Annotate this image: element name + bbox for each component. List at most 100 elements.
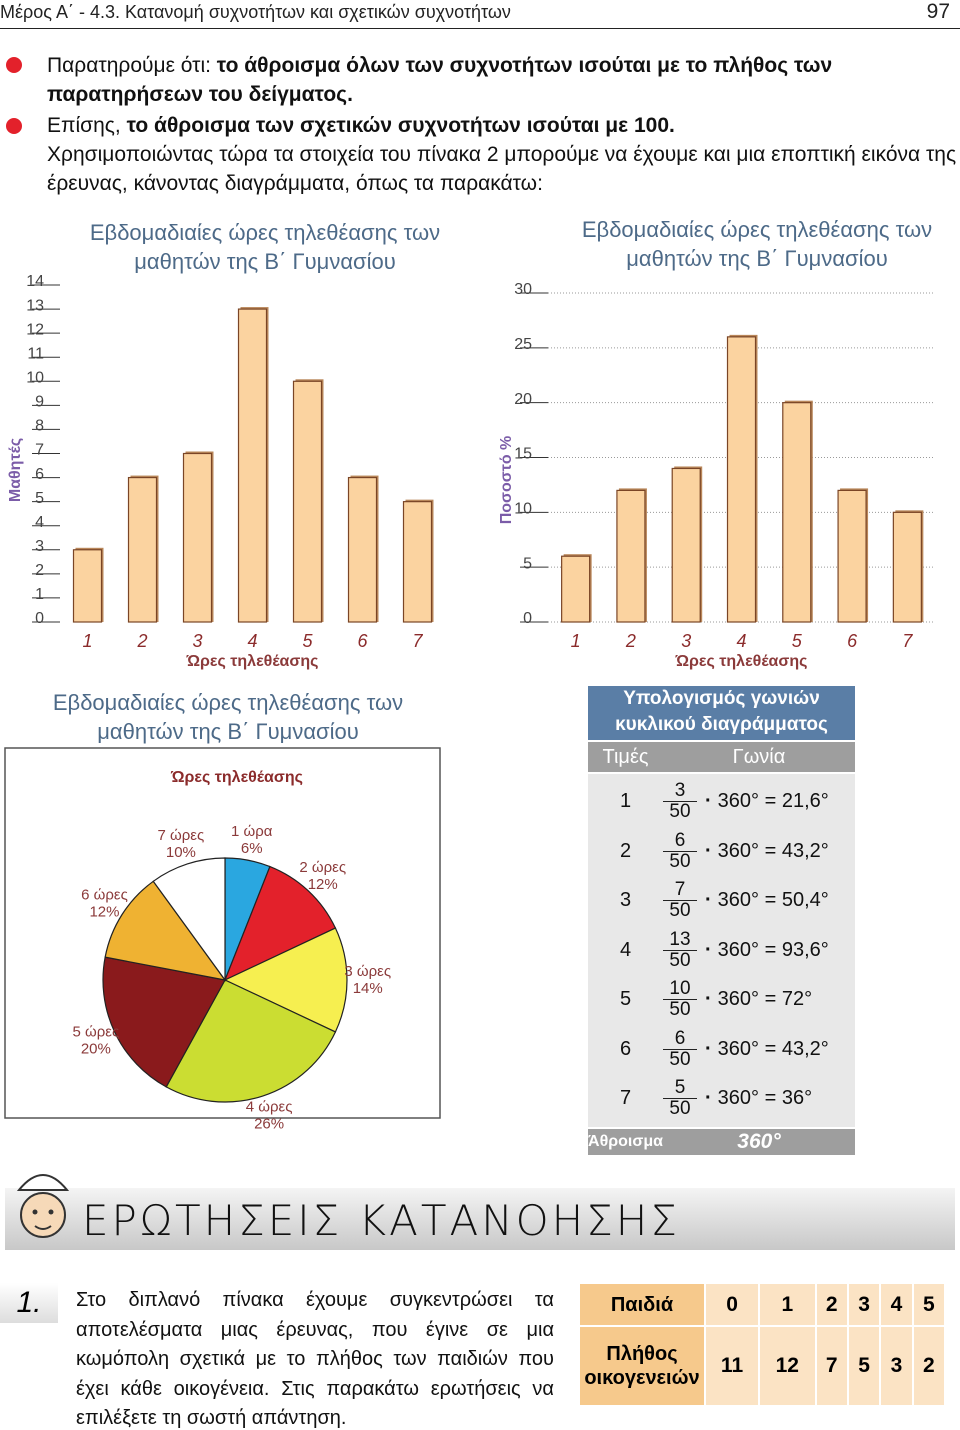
row-result: 360° = 43,2° (717, 1037, 829, 1060)
note-bold: το άθροισμα όλων των συχνοτήτων ισούται … (47, 54, 833, 106)
angle-row: 2 6 50 · 360° = 43,2° (588, 827, 855, 877)
cell: 11 (703, 1325, 761, 1407)
fraction: 10 50 (663, 979, 697, 1020)
note-bold: το άθροισμα των σχετικών συχνοτήτων ισού… (126, 114, 675, 137)
angle-table-header: Τιμές Γωνία (588, 742, 855, 772)
x-tick-label: 7 (902, 631, 913, 651)
angle-table-footer: Άθροισμα 360° (588, 1128, 855, 1155)
cell: 5 (846, 1325, 882, 1407)
y-tick-label: 0 (35, 610, 44, 627)
cell: 7 (814, 1325, 849, 1407)
numerator: 6 (663, 830, 697, 852)
fraction: 3 50 (663, 781, 697, 822)
x-tick-label: 1 (571, 631, 581, 651)
families-table: Παιδιά 0 1 2 3 4 5 Πλήθος οικογενειών 11 12 7 5 3 2 (578, 1281, 947, 1407)
slice-value: 26% (254, 1116, 284, 1133)
x-axis-label: Ώρες τηλεθέασης (186, 653, 319, 670)
cell: 2 (911, 1325, 947, 1407)
bar (72, 549, 103, 623)
bar (782, 402, 812, 623)
angle-row: 7 5 50 · 360° = 36° (588, 1074, 855, 1124)
dot: · (705, 1037, 712, 1060)
bar (347, 476, 378, 623)
slice-label: 4 ώρες (246, 1099, 293, 1116)
fraction: 13 50 (663, 929, 697, 971)
question-number: 1. (0, 1283, 58, 1323)
y-tick-label: 1 (35, 586, 44, 603)
slice-value: 6% (241, 840, 263, 857)
dot: · (705, 988, 712, 1011)
x-tick-label: 3 (681, 631, 691, 651)
dot: · (705, 889, 712, 912)
y-tick-label: 7 (35, 442, 44, 459)
pie-slice (223, 865, 337, 982)
question-text: Στο διπλανό πίνακα έχουμε συγκεντρώσει τ… (76, 1289, 554, 1429)
row-value: 4 (619, 938, 632, 961)
x-tick-label: 2 (625, 631, 636, 651)
page-number: 97 (926, 0, 950, 23)
pie-frame (4, 747, 441, 1119)
fraction: 6 50 (663, 1028, 697, 1070)
table-row: Πλήθος οικογενειών 11 12 7 5 3 2 (578, 1325, 947, 1407)
slice-label: 6 ώρες (81, 886, 128, 903)
y-tick-label: 25 (514, 336, 532, 353)
row-result: 360° = 50,4° (717, 889, 829, 912)
cell: 0 (703, 1281, 761, 1328)
denominator: 50 (669, 850, 691, 872)
y-tick-label: 10 (26, 370, 44, 387)
cell: 4 (879, 1281, 914, 1328)
y-tick-label: 4 (35, 514, 44, 531)
pie-slice (104, 880, 227, 981)
y-tick-label: 11 (27, 345, 44, 362)
y-tick-label: 8 (35, 418, 44, 435)
slice-value: 12% (89, 903, 119, 920)
row-value: 6 (619, 1037, 632, 1060)
cell: 12 (758, 1325, 817, 1407)
slice-label: 5 ώρες (73, 1024, 120, 1041)
header-section: Μέρος Α΄ - 4.3. Κατανομή συχνοτήτων και … (0, 2, 511, 22)
x-tick-label: 7 (412, 631, 423, 651)
note-lead: Επίσης, (47, 114, 127, 137)
denominator: 50 (669, 999, 691, 1021)
row-label: Παιδιά (578, 1281, 706, 1328)
angle-row: 5 10 50 · 360° = 72° (588, 975, 855, 1025)
fraction: 7 50 (663, 880, 697, 921)
y-tick-label: 2 (35, 562, 44, 579)
note-lead: Παρατηρούμε ότι: (47, 54, 217, 77)
denominator: 50 (669, 801, 691, 823)
denominator: 50 (669, 1098, 691, 1120)
angle-row: 4 13 50 · 360° = 93,6° (588, 926, 855, 976)
y-tick-label: 5 (35, 490, 44, 507)
x-tick-label: 5 (792, 631, 803, 651)
x-tick-label: 1 (82, 631, 92, 651)
slice-label: 1 ώρα (231, 823, 273, 840)
chart-title: Εβδομαδιαίες ώρες τηλεθέασης των μαθητών… (52, 690, 404, 744)
slice-value: 14% (353, 980, 383, 997)
denominator: 50 (669, 1048, 691, 1070)
header-bar (0, 0, 960, 29)
bar (127, 476, 158, 623)
dot: · (705, 839, 712, 862)
cell: 1 (758, 1281, 817, 1328)
cell: 5 (911, 1281, 947, 1328)
total: 360° (737, 1129, 781, 1153)
pie-slice (152, 857, 226, 982)
angle-table-title: Υπολογισμός γωνιών κυκλικού διαγράμματος (588, 686, 855, 740)
y-tick-label: 9 (35, 394, 44, 411)
row-result: 360° = 72° (717, 988, 813, 1011)
slice-label: 2 ώρες (299, 859, 346, 876)
pie-subtitle: Ώρες τηλεθέασης (170, 769, 303, 786)
bar (561, 555, 591, 623)
row-result: 360° = 93,6° (717, 938, 829, 961)
x-tick-label: 6 (357, 631, 368, 651)
y-axis-label: Ποσοστό % (498, 436, 515, 525)
denominator: 50 (669, 949, 691, 971)
section-title: ΕΡΩΤΗΣΕΙΣ ΚΑΤΑΝΟΗΣΗΣ (82, 1196, 680, 1245)
y-axis-label: Μαθητές (7, 438, 24, 502)
numerator: 5 (663, 1078, 697, 1100)
bar (892, 511, 922, 623)
bar (182, 452, 213, 623)
y-tick-label: 13 (26, 297, 44, 314)
denominator: 50 (669, 900, 691, 922)
